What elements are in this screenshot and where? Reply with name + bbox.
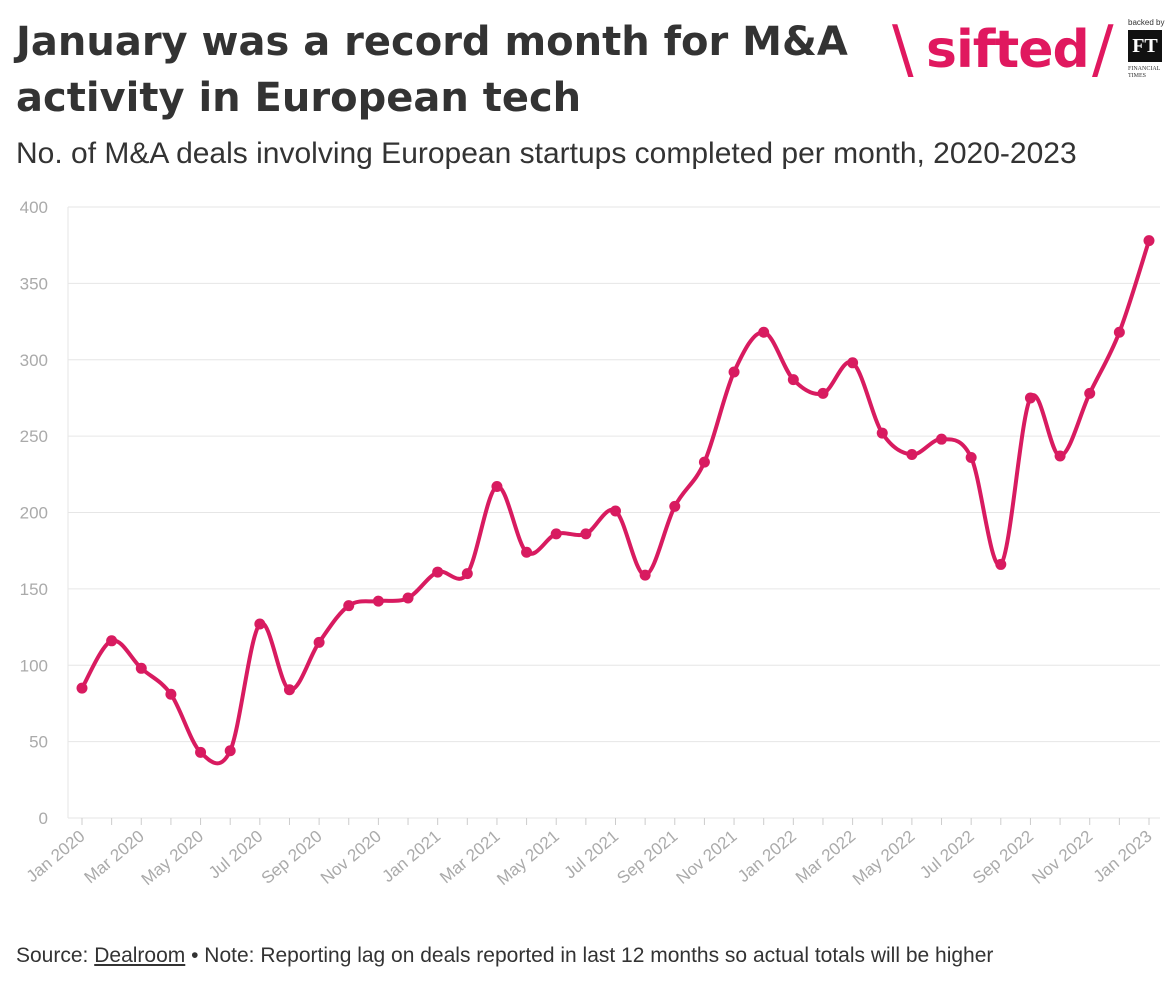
y-tick-label-200: 200 [20,504,48,523]
x-tick-label-28: May 2022 [849,827,918,890]
x-tick-label-12: Jan 2021 [378,827,444,887]
data-point-1 [106,635,118,647]
footer-note: • Note: Reporting lag on deals reported … [185,944,994,967]
x-tick-label-16: May 2021 [493,827,562,890]
ft-backed-by: backed by [1128,18,1165,27]
y-tick-label-50: 50 [29,733,48,752]
x-tick-label-26: Mar 2022 [792,827,859,888]
data-point-7 [283,684,295,696]
data-point-8 [313,636,325,648]
footer: Source: Dealroom • Note: Reporting lag o… [16,944,993,968]
source-link[interactable]: Dealroom [94,944,186,967]
logo-slash-left: \ [892,13,914,87]
x-tick-label-8: Sep 2020 [258,827,326,888]
y-tick-label-0: 0 [39,809,48,828]
x-tick-label-10: Nov 2020 [317,827,385,888]
data-point-14 [491,481,503,493]
data-point-23 [758,326,770,338]
data-point-17 [580,528,592,540]
data-point-5 [224,745,236,757]
x-tick-label-0: Jan 2020 [23,827,89,887]
data-point-10 [372,595,384,607]
x-tick-label-32: Sep 2022 [969,827,1037,888]
x-tick-label-14: Mar 2021 [436,827,503,888]
ft-logo: FT [1128,30,1162,62]
y-tick-label-400: 400 [20,198,48,217]
x-tick-label-24: Jan 2022 [734,827,800,887]
y-tick-label-150: 150 [20,580,48,599]
y-tick-label-350: 350 [20,274,48,293]
data-point-2 [135,662,147,674]
source-label: Source: [16,944,95,967]
data-point-21 [698,456,710,468]
data-point-18 [610,505,621,517]
data-point-9 [343,600,355,612]
data-point-4 [195,746,207,758]
x-tick-label-36: Jan 2023 [1090,827,1156,887]
chart-title: January was a record month for M&A activ… [16,19,848,121]
data-point-0 [76,682,88,694]
data-point-30 [965,452,977,464]
data-point-22 [728,366,740,378]
x-tick-label-20: Sep 2021 [613,827,681,888]
y-tick-label-300: 300 [20,351,48,370]
data-point-35 [1113,326,1125,338]
sifted-logo[interactable]: \ sifted / backed by FT FINANCIAL TIMES [892,18,1168,88]
data-point-19 [639,569,651,581]
data-point-3 [165,688,177,700]
data-point-32 [1024,392,1036,404]
x-tick-label-22: Nov 2021 [673,827,741,888]
data-point-26 [847,357,859,369]
data-point-16 [550,528,562,540]
logo-wordmark: sifted [926,20,1090,80]
chart-subtitle: No. of M&A deals involving European star… [16,137,1077,170]
y-tick-label-250: 250 [20,427,48,446]
x-tick-label-2: Mar 2020 [81,827,148,888]
data-point-24 [787,374,799,386]
series-line [80,238,1151,766]
data-point-33 [1054,450,1066,462]
data-point-12 [432,566,444,578]
data-point-25 [817,387,829,399]
data-point-13 [461,568,473,580]
data-point-31 [995,558,1007,570]
data-point-28 [906,448,918,460]
x-tick-label-4: May 2020 [138,827,207,890]
logo-slash-right: / [1092,13,1114,87]
data-point-11 [402,592,414,604]
x-tick-label-34: Nov 2022 [1028,827,1096,888]
data-point-29 [936,433,948,445]
data-point-36 [1143,235,1155,247]
data-point-6 [254,618,266,630]
data-point-27 [876,427,888,439]
y-tick-label-100: 100 [20,656,48,675]
data-point-15 [521,546,533,558]
ft-caption: FINANCIAL TIMES [1128,66,1161,79]
data-point-20 [669,500,681,512]
data-point-34 [1084,387,1096,399]
